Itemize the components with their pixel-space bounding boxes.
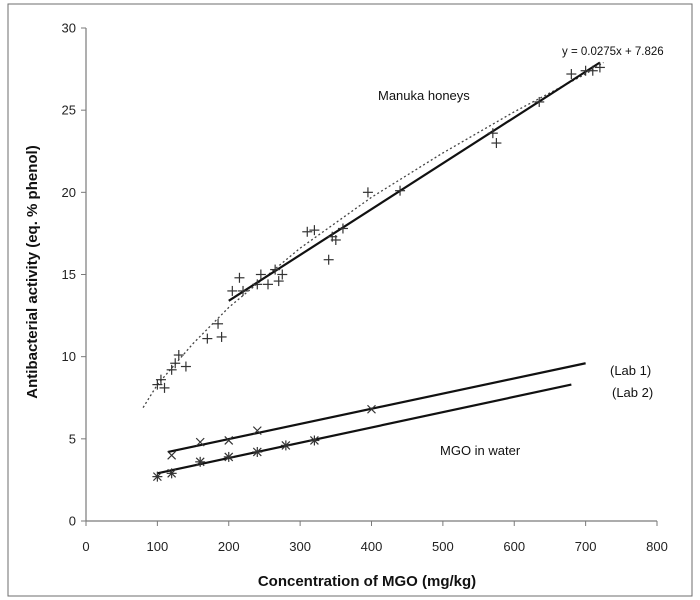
axes — [85, 28, 657, 522]
equation-label: y = 0.0275x + 7.826 — [562, 46, 664, 58]
series-2-point — [252, 446, 263, 457]
x-axis-title: Concentration of MGO (mg/kg) — [258, 573, 476, 590]
lab1-label: (Lab 1) — [610, 363, 651, 378]
y-tick-label: 25 — [62, 103, 76, 118]
series-0-point — [337, 223, 348, 234]
series-0-point — [362, 187, 373, 198]
series-2-point — [223, 451, 234, 462]
x-tick-label: 300 — [289, 539, 311, 554]
series-2-point — [166, 468, 177, 479]
series-0-point — [213, 318, 224, 329]
series-0-point — [273, 276, 284, 287]
y-tick-label: 10 — [62, 349, 76, 364]
series-0-point — [491, 138, 502, 149]
series-0-point — [227, 285, 238, 296]
series-1-point — [167, 450, 177, 460]
chart-frame — [7, 3, 693, 597]
series-0-point — [534, 96, 545, 107]
manuka-label: Manuka honeys — [378, 88, 470, 103]
y-tick-label: 15 — [62, 267, 76, 282]
series-0-point — [323, 254, 334, 265]
y-tick-label: 5 — [69, 431, 76, 446]
series-0-point — [302, 226, 313, 237]
series-2-point — [152, 471, 163, 482]
series-0-point — [202, 333, 213, 344]
series-2-point — [309, 435, 320, 446]
series-1-point — [224, 436, 234, 445]
series-2-point — [195, 456, 206, 467]
x-tick-label: 500 — [432, 539, 454, 554]
series-1-point — [252, 426, 262, 436]
series-0-point — [234, 272, 245, 283]
data-points — [152, 62, 605, 482]
series-0-point — [155, 374, 166, 385]
x-tick-label: 800 — [646, 539, 668, 554]
series-0-point — [309, 225, 320, 236]
series-2-linear-fit — [157, 383, 572, 475]
series-0-point — [216, 331, 227, 342]
y-axis-title: Antibacterial activity (eq. % phenol) — [24, 145, 41, 398]
lab2-label: (Lab 2) — [612, 385, 653, 400]
series-0-point — [566, 69, 577, 80]
series-1-linear-fit — [167, 362, 586, 454]
series-0-point — [487, 128, 498, 139]
series-0-point — [173, 350, 184, 361]
series-0-point — [170, 358, 181, 369]
water-label: MGO in water — [440, 443, 521, 458]
series-0-point — [395, 185, 406, 196]
series-0-point — [330, 234, 341, 245]
series-0-point — [252, 279, 263, 290]
x-tick-label: 0 — [82, 539, 89, 554]
series-0-curve-fit — [142, 61, 604, 408]
x-tick-label: 400 — [361, 539, 383, 554]
series-0-point — [263, 279, 274, 290]
series-0-point — [594, 62, 605, 73]
x-tick-label: 100 — [147, 539, 169, 554]
x-tick-label: 600 — [503, 539, 525, 554]
y-tick-label: 30 — [62, 21, 76, 36]
y-tick-label: 0 — [69, 514, 76, 529]
series-1-point — [195, 437, 205, 447]
series-0-point — [270, 264, 281, 275]
series-0-point — [238, 285, 249, 296]
x-tick-label: 200 — [218, 539, 240, 554]
series-0-point — [159, 382, 170, 393]
series-2-point — [280, 440, 291, 451]
series-0-point — [180, 361, 191, 372]
series-0-point — [277, 269, 288, 280]
series-0-point — [255, 269, 266, 280]
x-tick-label: 700 — [575, 539, 597, 554]
series-1-point — [367, 404, 376, 414]
series-0-point — [587, 65, 598, 76]
series-0-point — [166, 364, 177, 375]
y-tick-label: 20 — [62, 185, 76, 200]
